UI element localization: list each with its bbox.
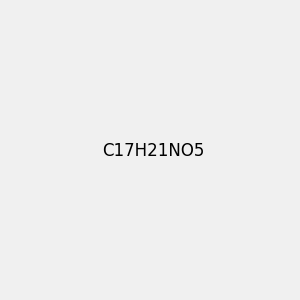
Text: C17H21NO5: C17H21NO5: [103, 142, 205, 160]
